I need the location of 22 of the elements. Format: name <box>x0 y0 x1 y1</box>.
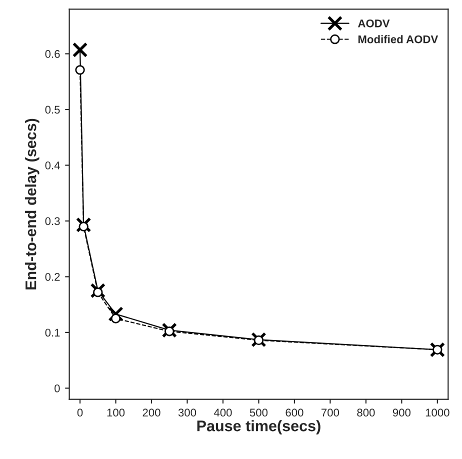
y-tick-label: 0.2 <box>45 272 60 281</box>
y-tick-label: 0 <box>54 384 60 392</box>
y-tick-label: 0.3 <box>45 217 60 226</box>
x-tick-label: 800 <box>357 408 375 417</box>
y-tick-label: 0.5 <box>45 106 60 114</box>
x-tick-label: 600 <box>286 408 304 417</box>
x-tick-label: 700 <box>322 408 340 417</box>
x-axis-title: Pause time(secs) <box>197 420 320 434</box>
legend-label: Modified AODV <box>358 35 438 44</box>
x-tick-label: 400 <box>214 408 232 417</box>
legend-label: AODV <box>358 19 390 28</box>
x-tick-label: 100 <box>107 408 125 417</box>
x-tick-label: 1000 <box>426 408 450 417</box>
x-tick-label: 900 <box>392 408 411 417</box>
y-tick-label: 0.4 <box>45 162 60 170</box>
x-tick-label: 500 <box>250 408 268 417</box>
x-tick-label: 300 <box>178 408 196 417</box>
y-tick-label: 0.6 <box>45 50 60 58</box>
x-tick-label: 200 <box>142 408 160 417</box>
y-tick-label: 0.1 <box>45 328 60 337</box>
x-tick-label: 0 <box>77 408 83 417</box>
y-axis-title: End-to-end delay (secs) <box>25 118 40 290</box>
